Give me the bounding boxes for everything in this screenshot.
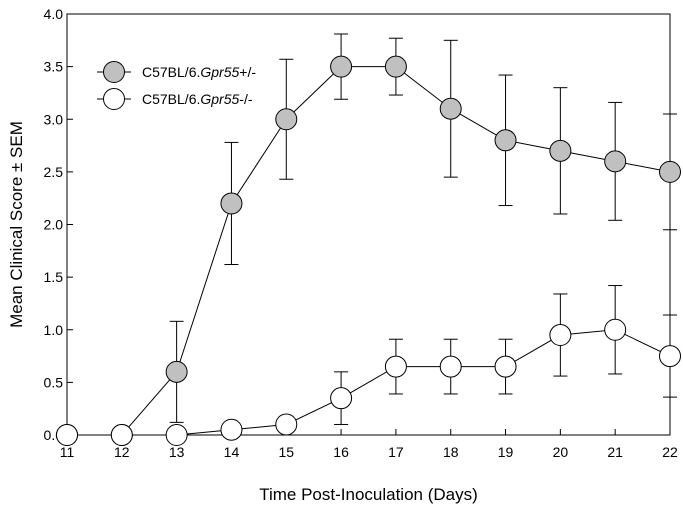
x-tick-label: 16 bbox=[333, 444, 349, 460]
x-tick-label: 14 bbox=[224, 444, 240, 460]
series-line bbox=[67, 66, 671, 436]
data-point bbox=[165, 424, 188, 446]
data-point bbox=[494, 355, 517, 378]
y-tick-label: 3.5 bbox=[44, 59, 64, 75]
data-point bbox=[384, 355, 407, 378]
data-point bbox=[220, 192, 243, 215]
axis-ticks: 11 12 13 14 15 16 17 18 19 20 21 220.00.51.01.52.02… bbox=[44, 6, 678, 460]
legend-marker bbox=[103, 88, 125, 110]
data-point bbox=[659, 345, 681, 368]
x-tick-label: 22 bbox=[662, 444, 678, 460]
legend-item-2: C57BL/6.Gpr55-/- bbox=[97, 88, 253, 110]
x-tick-label: 20 bbox=[553, 444, 569, 460]
x-tick-label: 19 bbox=[498, 444, 514, 460]
data-point bbox=[56, 424, 78, 446]
data-point bbox=[220, 418, 243, 441]
data-point bbox=[659, 160, 681, 183]
data-point bbox=[275, 108, 298, 131]
y-axis-title: Mean Clinical Score ± SEM bbox=[7, 121, 26, 328]
data-point bbox=[110, 424, 133, 446]
data-point bbox=[384, 55, 407, 78]
legend-label: C57BL/6.Gpr55+/- bbox=[142, 64, 256, 80]
y-tick-label: 3.0 bbox=[44, 111, 64, 127]
legend-item-1: C57BL/6.Gpr55+/- bbox=[97, 61, 256, 83]
data-point bbox=[439, 97, 462, 120]
x-tick-label: 18 bbox=[443, 444, 459, 460]
data-point bbox=[165, 360, 188, 383]
x-tick-label: 15 bbox=[278, 444, 294, 460]
x-tick-label: 13 bbox=[169, 444, 185, 460]
y-tick-label: 0.5 bbox=[44, 374, 64, 390]
data-point bbox=[439, 355, 462, 378]
series-line bbox=[67, 329, 671, 436]
y-tick-label: 4.0 bbox=[44, 6, 64, 22]
data-point bbox=[494, 129, 517, 152]
series-2 bbox=[56, 285, 681, 446]
data-point bbox=[275, 413, 298, 436]
y-tick-label: 1.5 bbox=[44, 269, 64, 285]
legend: C57BL/6.Gpr55+/- C57BL/6.Gpr55-/- bbox=[97, 61, 256, 110]
chart-series bbox=[56, 33, 681, 446]
y-tick-label: 2.0 bbox=[44, 217, 64, 233]
legend-label: C57BL/6.Gpr55-/- bbox=[142, 91, 253, 107]
legend-marker bbox=[103, 61, 125, 83]
y-tick-label: 2.5 bbox=[44, 164, 64, 180]
data-point bbox=[549, 324, 572, 347]
data-point bbox=[604, 318, 627, 341]
y-tick-label: 1.0 bbox=[44, 322, 64, 338]
x-tick-label: 17 bbox=[388, 444, 404, 460]
x-axis-title: Time Post-Inoculation (Days) bbox=[259, 485, 478, 504]
data-point bbox=[330, 55, 353, 78]
x-tick-label: 11 bbox=[60, 444, 75, 460]
x-tick-label: 12 bbox=[114, 444, 130, 460]
data-point bbox=[604, 150, 627, 173]
x-tick-label: 21 bbox=[607, 444, 623, 460]
data-point bbox=[549, 139, 572, 162]
data-point bbox=[330, 387, 353, 410]
